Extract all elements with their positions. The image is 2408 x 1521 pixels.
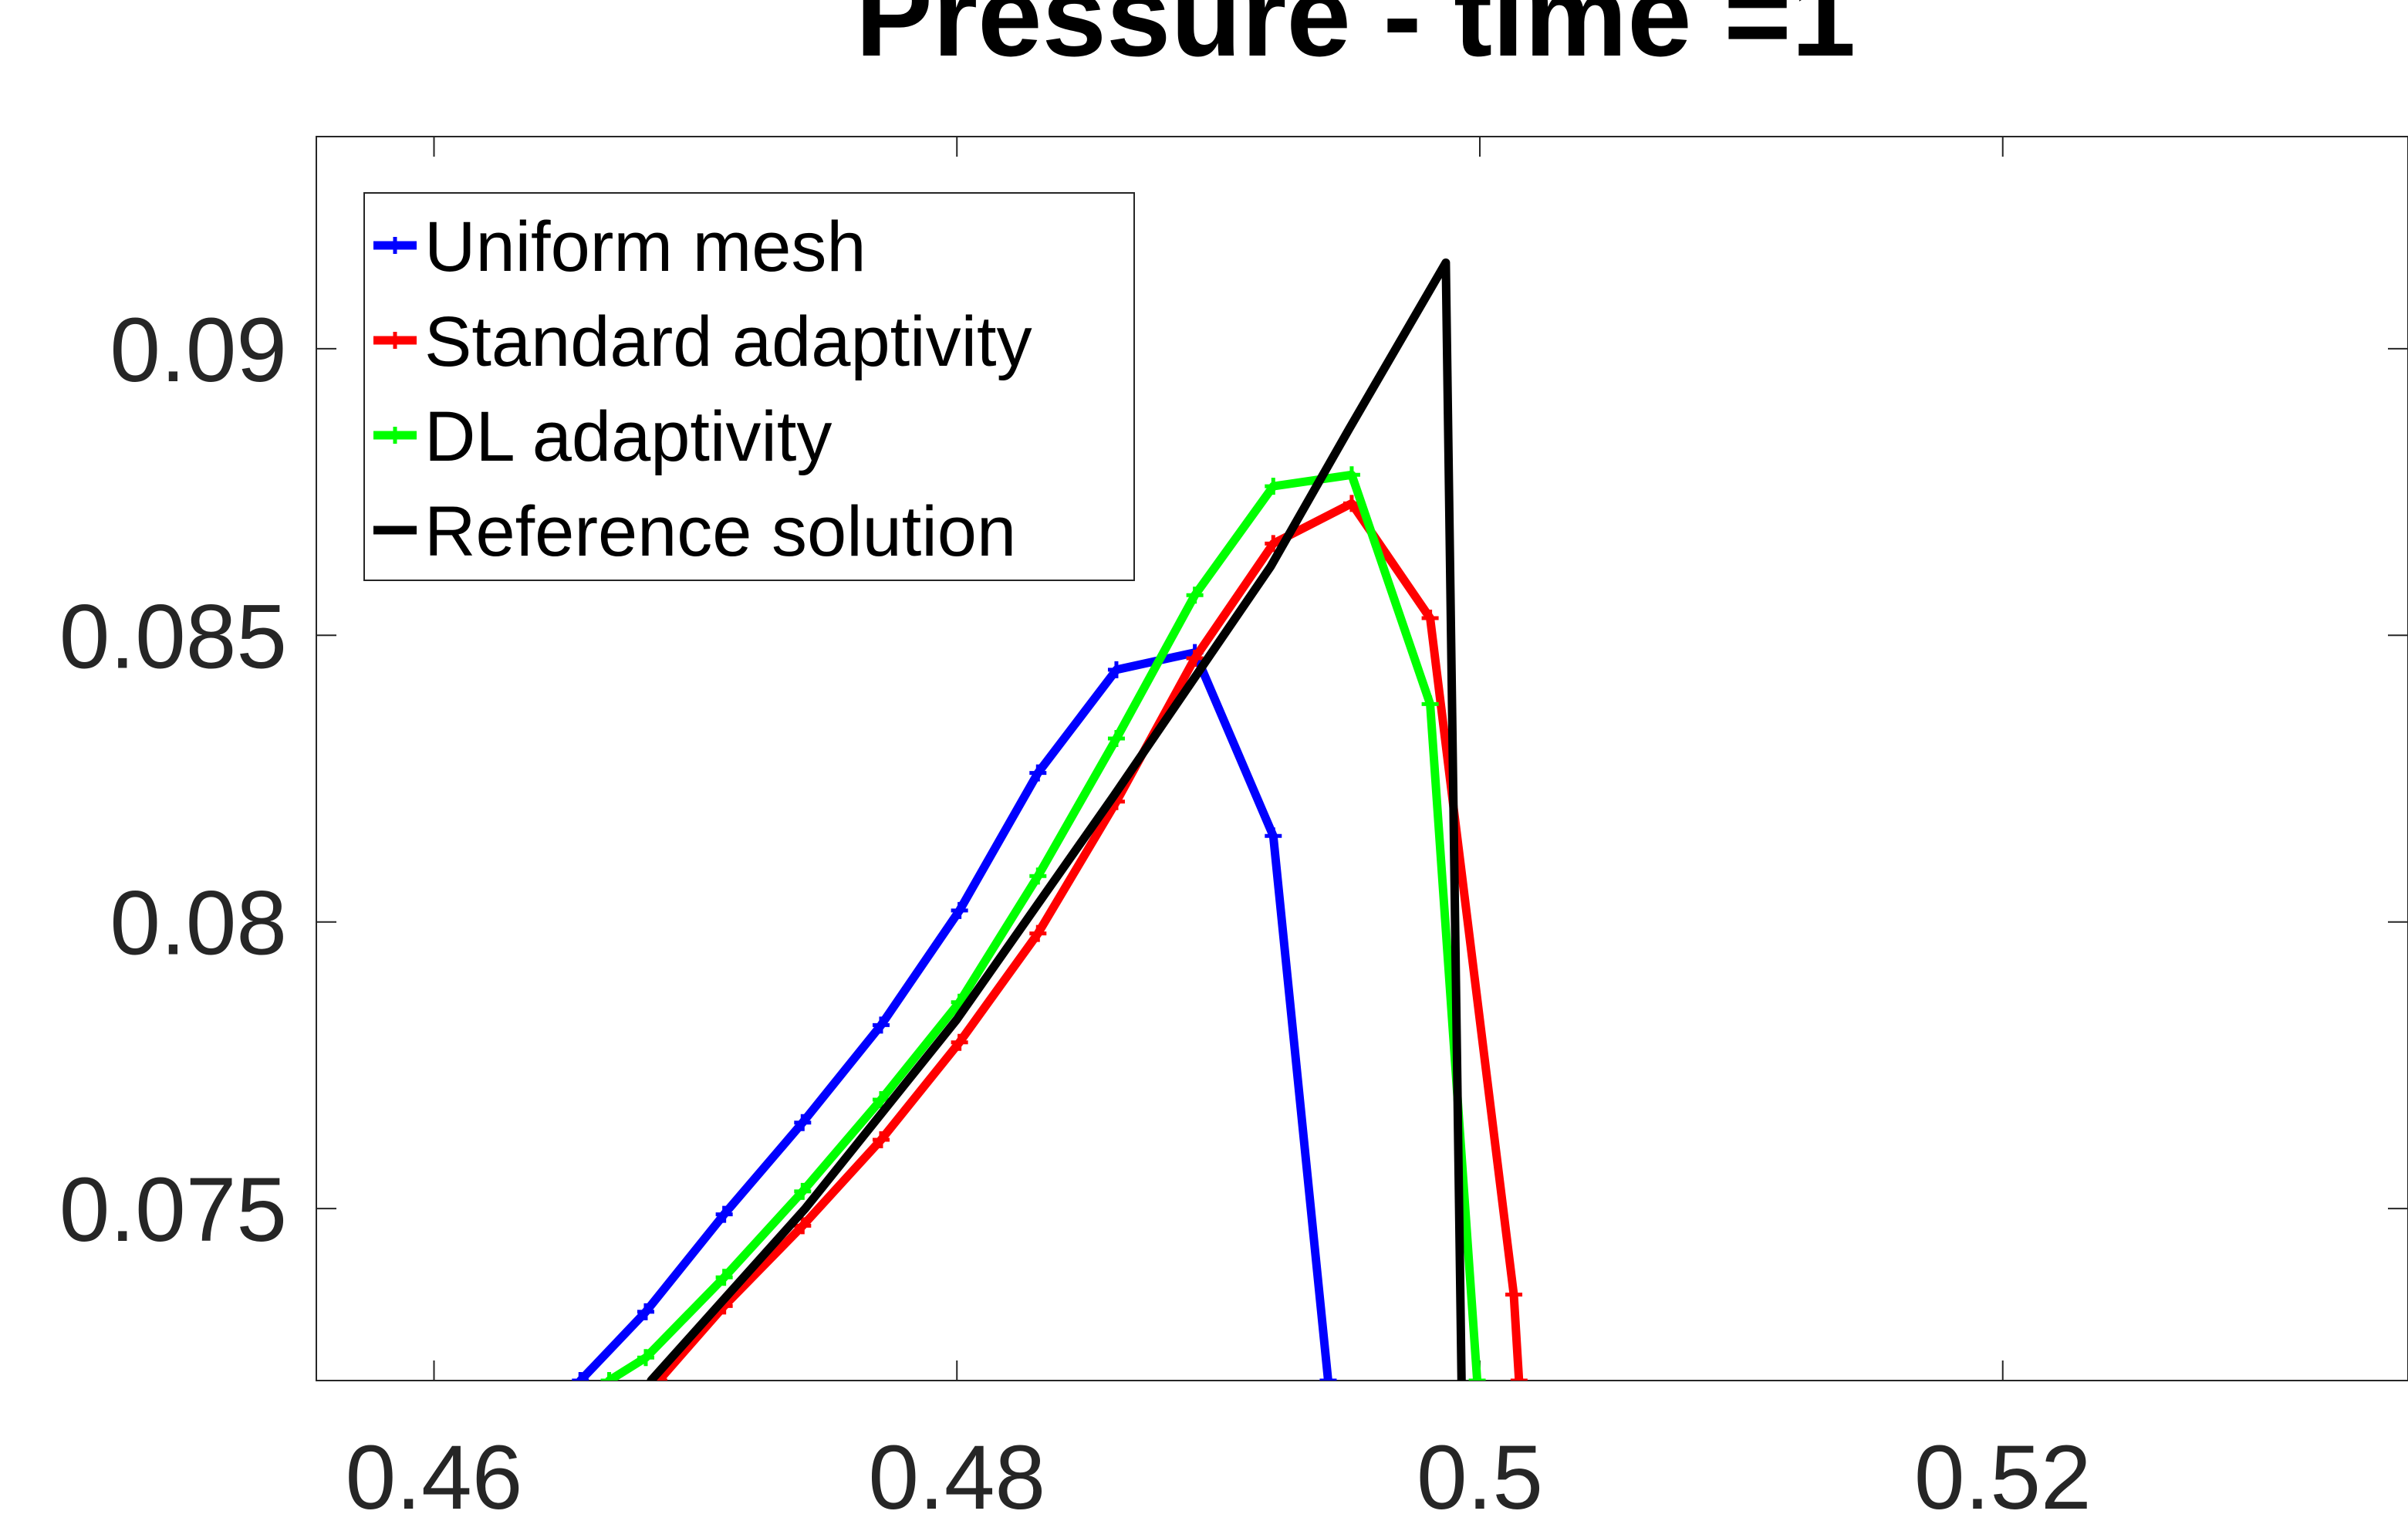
chart-title: Pressure - time =1 [856,0,1856,80]
legend-marker-uniform-mesh [387,237,404,254]
data-point-dl-adaptivity [1029,867,1047,885]
data-point-uniform-mesh [572,1372,589,1381]
legend-marker-standard-adaptivity [387,332,404,349]
data-point-dl-adaptivity [715,1269,733,1286]
data-point-standard-adaptivity [872,1131,890,1148]
data-point-dl-adaptivity [1468,1372,1486,1381]
series-layer [572,258,1528,1381]
data-point-standard-adaptivity [1186,650,1204,667]
legend-label-standard-adaptivity: Standard adaptivity [424,303,1032,381]
data-point-dl-adaptivity [1107,730,1125,747]
legend-label-dl-adaptivity: DL adaptivity [424,397,832,476]
data-point-standard-adaptivity [951,1033,968,1051]
data-point-standard-adaptivity [794,1217,812,1235]
data-point-uniform-mesh [1265,827,1282,845]
x-axis: 0.46 0.48 0.5 0.52 [346,137,2092,1521]
data-point-uniform-mesh [951,901,968,919]
y-tick-label: 0.09 [110,299,287,401]
series-line-reference-solution [647,258,1466,1381]
data-point-dl-adaptivity [600,1372,618,1381]
data-point-dl-adaptivity [794,1182,812,1200]
data-point-standard-adaptivity [1510,1372,1528,1381]
data-point-standard-adaptivity [1421,610,1439,627]
x-tick-label: 0.46 [346,1427,523,1521]
data-point-standard-adaptivity [1505,1286,1523,1303]
data-point-uniform-mesh [637,1303,654,1320]
data-point-uniform-mesh [1029,764,1047,782]
x-tick-label: 0.48 [868,1427,1045,1521]
data-point-uniform-mesh [872,1016,890,1034]
data-point-dl-adaptivity [1186,586,1204,604]
y-tick-label: 0.085 [59,586,287,688]
data-point-dl-adaptivity [1265,478,1282,495]
data-point-dl-adaptivity [872,1091,890,1108]
legend-marker-dl-adaptivity [387,427,404,444]
data-point-uniform-mesh [794,1114,812,1131]
data-point-uniform-mesh [1107,661,1125,678]
legend-box [363,192,1135,581]
y-axis: 0.075 0.08 0.085 0.09 [59,299,2408,1261]
legend: Uniform mesh Standard adaptivity DL adapti… [363,192,1135,581]
data-point-standard-adaptivity [1029,924,1047,942]
x-tick-label: 0.5 [1417,1427,1543,1521]
data-point-uniform-mesh [1319,1372,1337,1381]
data-point-dl-adaptivity [1342,466,1360,484]
legend-label-uniform-mesh: Uniform mesh [424,208,866,286]
legend-label-reference-solution: Reference solution [424,492,1016,571]
y-tick-label: 0.08 [110,873,287,975]
data-point-uniform-mesh [715,1205,733,1223]
data-point-dl-adaptivity [637,1349,654,1367]
data-point-dl-adaptivity [1421,695,1439,713]
y-tick-label: 0.075 [59,1159,287,1261]
x-tick-label: 0.52 [1914,1427,2092,1521]
